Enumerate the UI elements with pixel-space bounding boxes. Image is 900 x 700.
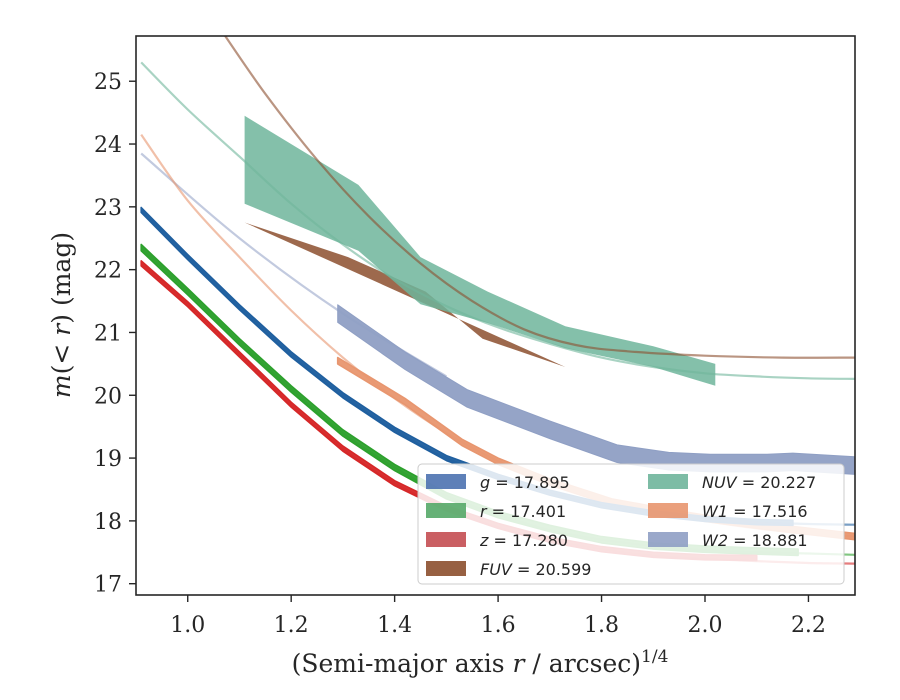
axes-frame (135, 35, 856, 596)
x-tick-label: 2.0 (687, 613, 722, 638)
y-tick-label: 18 (94, 510, 122, 535)
x-tick-label: 2.2 (791, 613, 826, 638)
y-tick-label: 22 (94, 259, 122, 284)
y-axis: 17 18 19 20 21 22 23 24 25 (94, 70, 136, 598)
legend-swatch-nuv (648, 474, 688, 489)
x-tick-label: 1.6 (481, 613, 516, 638)
y-tick-label: 20 (94, 384, 122, 409)
series-nuv-model-curve (140, 61, 855, 380)
x-axis-label: (Semi-major axis r / arcsec)1/4 (292, 647, 669, 678)
y-tick-label: 25 (94, 70, 122, 95)
x-axis: 1.0 1.2 1.4 1.6 1.8 2.0 2.2 (170, 595, 826, 638)
y-tick-label: 23 (94, 196, 122, 221)
y-axis-label: m(< r) (mag) (47, 232, 76, 398)
legend-swatch-w1 (648, 503, 688, 518)
y-tick-label: 21 (94, 321, 122, 346)
legend-label-fuv: FUV = 20.599 (480, 560, 591, 579)
y-tick-label: 19 (94, 447, 122, 472)
legend-label-z: z = 17.280 (479, 531, 568, 550)
legend-swatch-w2 (648, 532, 688, 547)
series-w2-profile (337, 304, 855, 475)
legend: g = 17.895 r = 17.401 z = 17.280 FUV = 20.5… (417, 463, 845, 585)
y-tick-label: 17 (94, 573, 122, 598)
legend-swatch-z (426, 532, 466, 547)
series-fuv-model-curve (223, 36, 855, 359)
legend-label-w2: W2 = 18.881 (702, 531, 808, 550)
x-tick-label: 1.8 (584, 613, 619, 638)
x-tick-label: 1.2 (274, 613, 309, 638)
legend-box (417, 463, 845, 585)
legend-swatch-g (426, 474, 466, 489)
legend-swatch-fuv (426, 561, 466, 576)
x-tick-label: 1.4 (377, 613, 412, 638)
legend-label-r: r = 17.401 (480, 502, 566, 521)
series-nuv-band (244, 115, 716, 386)
legend-label-g: g = 17.895 (480, 473, 570, 492)
legend-label-nuv: NUV = 20.227 (702, 473, 816, 492)
y-tick-label: 24 (94, 133, 122, 158)
x-tick-label: 1.0 (170, 613, 205, 638)
legend-swatch-r (426, 503, 466, 518)
series-fuv-band (244, 222, 566, 367)
legend-label-w1: W1 = 17.516 (702, 502, 808, 521)
